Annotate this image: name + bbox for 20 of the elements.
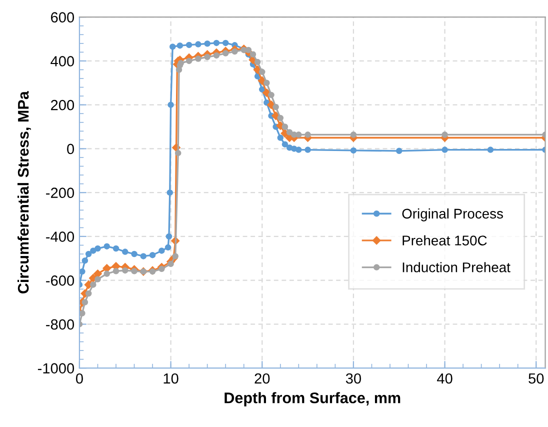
y-tick-label: -400 [46,232,74,242]
legend-label: Original Process [402,208,503,222]
y-tick-label: 600 [51,12,74,23]
y-tick-label: -1000 [38,363,74,374]
y-tick-label: -800 [46,319,74,330]
y-tick-label: 200 [51,100,74,110]
y-tick-label: 400 [50,56,74,66]
y-axis-title: Circumferential Stress, MPa [18,91,31,294]
x-axis-title: Depth from Surface, mm [224,392,400,406]
x-tick-label: 10 [164,373,178,384]
legend-label: Preheat 150C [402,235,487,246]
y-tick-label: 0 [67,144,74,154]
x-tick-label: 30 [346,373,361,384]
x-tick-label: 20 [254,373,270,384]
x-tick-label: 50 [528,373,544,384]
legend-label: Induction Preheat [402,262,510,272]
x-tick-label: 0 [76,373,83,384]
y-tick-label: -600 [46,275,74,286]
x-tick-label: 40 [437,373,452,384]
y-tick-label: -200 [46,188,74,198]
